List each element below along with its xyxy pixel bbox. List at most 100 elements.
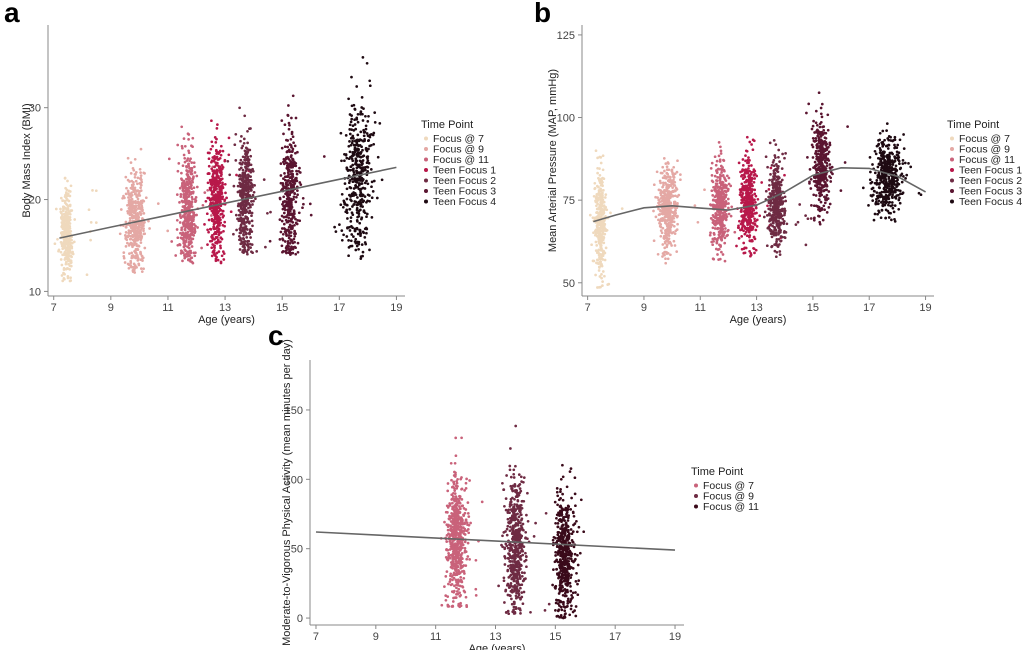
data-point [361, 166, 365, 169]
data-point [64, 252, 68, 256]
data-point [812, 193, 816, 197]
data-point [126, 178, 130, 182]
data-point [191, 136, 195, 140]
data-point [249, 163, 253, 167]
data-point [670, 206, 673, 210]
data-point [660, 231, 664, 235]
data-point [249, 175, 252, 178]
data-point [302, 202, 305, 206]
data-point [371, 133, 375, 137]
data-point [775, 222, 779, 226]
data-point [363, 195, 367, 198]
data-point [714, 221, 718, 225]
data-point [66, 227, 70, 231]
data-point [289, 248, 293, 252]
data-point [213, 136, 217, 139]
data-point [715, 241, 719, 245]
data-point [189, 222, 193, 225]
legend-label: Teen Focus 3 [433, 186, 496, 198]
data-point [279, 230, 283, 234]
data-point [716, 227, 719, 231]
data-point [666, 179, 670, 183]
data-point [130, 179, 134, 183]
data-point [132, 204, 135, 208]
data-point [672, 178, 675, 182]
data-point [773, 243, 776, 246]
data-point [190, 195, 194, 199]
data-point [191, 190, 195, 194]
data-point [287, 247, 290, 251]
data-point [220, 164, 224, 167]
data-point [246, 252, 249, 256]
data-point [188, 159, 191, 163]
data-point [207, 218, 211, 222]
data-point [601, 254, 605, 258]
data-point [743, 232, 747, 236]
data-point [210, 167, 214, 171]
data-point [723, 189, 727, 193]
series-focus-7 [588, 149, 624, 289]
data-point [211, 144, 214, 148]
data-point [748, 214, 752, 218]
data-point [599, 262, 603, 266]
data-point [287, 225, 291, 229]
data-point [210, 254, 214, 258]
data-point [187, 162, 190, 166]
data-point [246, 141, 249, 145]
data-point [243, 180, 247, 183]
data-point [227, 153, 231, 157]
data-point [294, 151, 297, 155]
data-point [721, 174, 725, 177]
data-point [778, 160, 781, 163]
data-point [136, 238, 139, 242]
data-point [243, 114, 247, 118]
data-point [219, 260, 223, 264]
data-point [596, 234, 600, 238]
data-point [376, 155, 380, 159]
data-point [216, 258, 220, 262]
data-point [669, 253, 672, 257]
data-point [665, 213, 668, 217]
data-point [352, 103, 356, 107]
data-point [147, 219, 150, 223]
data-point [714, 185, 717, 188]
data-point [228, 173, 232, 177]
data-point [281, 232, 285, 236]
data-point [128, 192, 132, 196]
data-point [665, 189, 669, 193]
data-point [280, 244, 284, 248]
data-point [359, 166, 363, 169]
data-point [669, 220, 673, 224]
data-point [248, 168, 251, 172]
data-point [357, 242, 361, 246]
data-point [188, 205, 192, 209]
data-point [186, 254, 189, 258]
data-point [214, 227, 218, 230]
data-point [601, 184, 604, 188]
x-tick-label: 9 [641, 302, 647, 314]
data-point [717, 190, 721, 193]
data-point [249, 228, 252, 232]
data-point [601, 280, 604, 283]
data-point [286, 210, 290, 214]
data-point [370, 180, 374, 184]
data-point [139, 241, 143, 244]
data-point [676, 202, 679, 205]
data-point [217, 158, 221, 161]
data-point [349, 186, 353, 190]
data-point [290, 217, 294, 221]
data-point [64, 191, 68, 194]
data-point [365, 61, 369, 65]
data-point [727, 202, 730, 205]
data-point [126, 241, 129, 245]
data-point [189, 251, 193, 255]
data-point [714, 163, 718, 167]
data-point [599, 255, 603, 259]
data-point [291, 251, 295, 255]
data-point [663, 246, 667, 250]
data-point [359, 182, 363, 185]
data-point [602, 210, 605, 213]
data-point [354, 162, 357, 166]
data-point [239, 166, 243, 170]
data-point [250, 219, 254, 223]
